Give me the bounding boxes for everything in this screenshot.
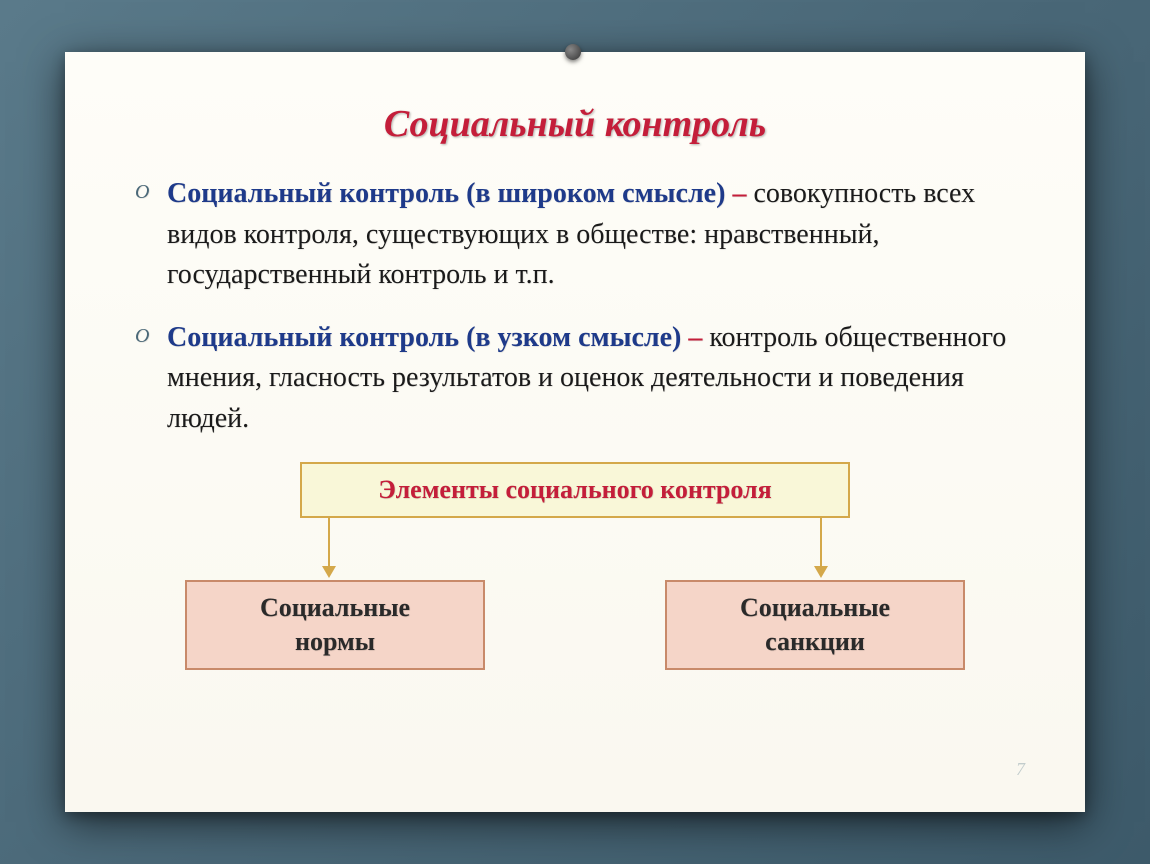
definition-item-narrow: Социальный контроль (в узком смысле) – к…: [167, 318, 1015, 440]
term-broad: Социальный контроль (в широком смысле): [167, 178, 725, 209]
slide-paper: Социальный контроль Социальный контроль …: [65, 52, 1085, 812]
slide-title: Социальный контроль: [135, 102, 1015, 146]
page-number: 7: [1016, 759, 1025, 780]
diagram-label-norms-l2: нормы: [295, 625, 375, 659]
diagram-label-sanctions-l2: санкции: [765, 625, 865, 659]
elements-diagram: Элементы социального контроля Социальные…: [135, 462, 1015, 682]
diagram-box-parent: Элементы социального контроля: [300, 462, 850, 518]
diagram-box-norms: Социальные нормы: [185, 580, 485, 670]
definition-item-broad: Социальный контроль (в широком смысле) –…: [167, 174, 1015, 296]
definition-list: Социальный контроль (в широком смысле) –…: [135, 174, 1015, 440]
pushpin-icon: [565, 44, 585, 64]
dash: –: [725, 178, 753, 209]
diagram-label-sanctions-l1: Социальные: [740, 591, 890, 625]
diagram-box-sanctions: Социальные санкции: [665, 580, 965, 670]
dash: –: [681, 322, 709, 353]
diagram-label-norms-l1: Социальные: [260, 591, 410, 625]
arrowhead-icon: [814, 566, 828, 578]
arrowhead-icon: [322, 566, 336, 578]
diagram-label-parent: Элементы социального контроля: [378, 475, 771, 505]
term-narrow: Социальный контроль (в узком смысле): [167, 322, 681, 353]
